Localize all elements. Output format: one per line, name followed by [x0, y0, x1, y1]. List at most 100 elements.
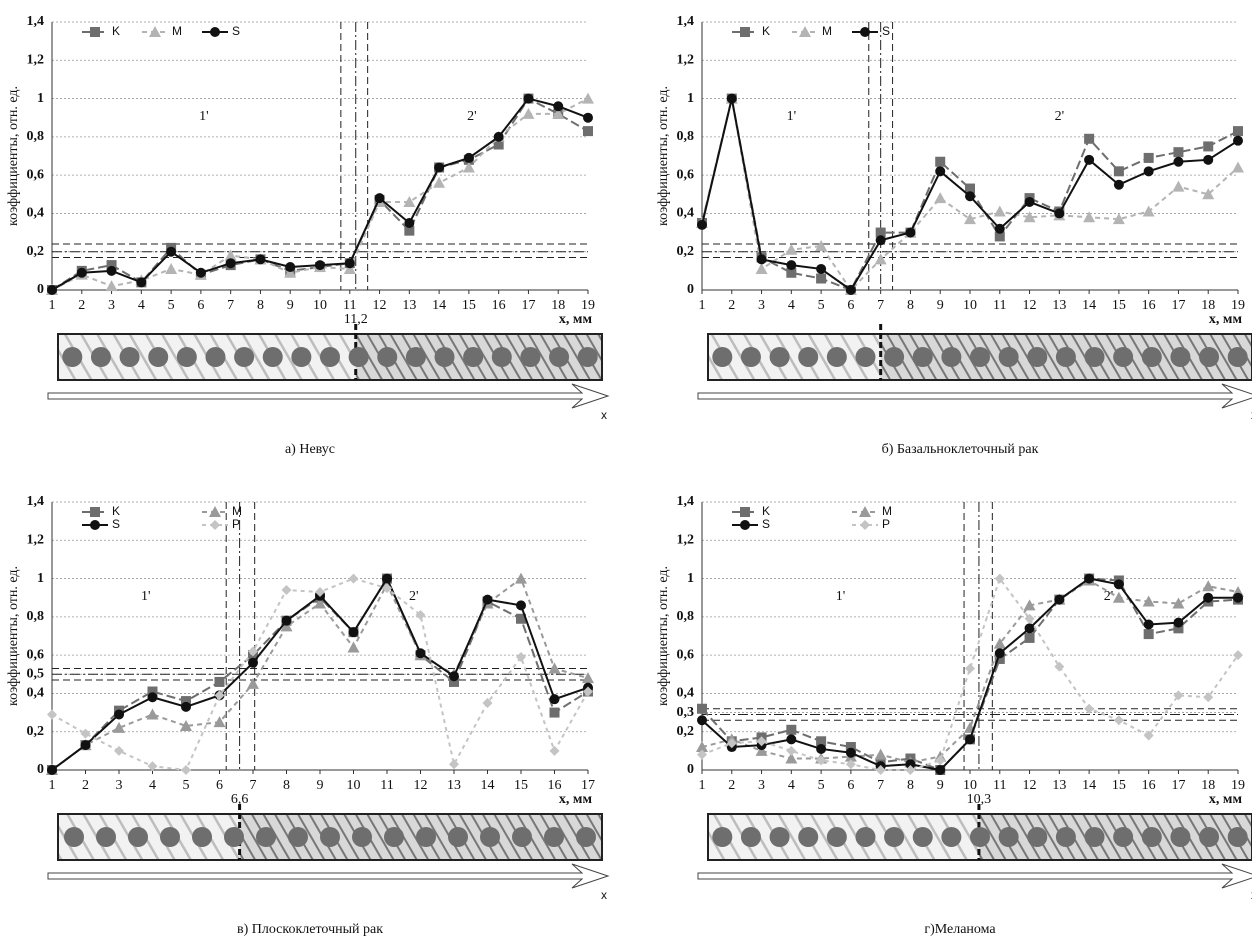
y-tick-label: 1,4 — [27, 494, 45, 509]
marker — [1112, 213, 1125, 225]
marker — [964, 213, 976, 225]
cell — [577, 347, 598, 367]
marker — [315, 586, 325, 597]
marker — [247, 677, 259, 689]
marker — [816, 743, 827, 754]
marker — [549, 707, 560, 718]
marker — [935, 156, 946, 167]
cell — [1055, 347, 1076, 367]
cell — [1027, 347, 1048, 367]
x-tick-label: 12 — [1023, 298, 1037, 313]
cell — [1141, 347, 1162, 367]
y-axis-label: коэффициенты, отн. ед. — [656, 566, 671, 706]
marker — [90, 507, 100, 517]
marker — [859, 506, 871, 517]
y-axis-label: коэффициенты, отн. ед. — [6, 86, 21, 226]
y-tick-label: 1,2 — [27, 533, 45, 548]
cell — [1084, 347, 1105, 367]
marker — [80, 740, 91, 751]
x-tick-label: 18 — [551, 298, 565, 313]
cell — [348, 347, 369, 367]
marker — [374, 193, 385, 204]
y-tick-label: 0,4 — [27, 686, 45, 701]
x-tick-label: 13 — [402, 298, 416, 313]
marker — [1113, 579, 1124, 590]
marker — [1023, 599, 1036, 611]
cell — [192, 827, 212, 847]
y-tick-label: 1,2 — [677, 53, 695, 68]
y-tick-label: 1 — [37, 571, 44, 586]
x-tick-label: 16 — [1142, 298, 1156, 313]
cell — [448, 827, 468, 847]
cell — [1199, 827, 1220, 847]
cell — [463, 347, 484, 367]
cell — [1113, 827, 1134, 847]
cell — [855, 347, 876, 367]
marker — [434, 162, 445, 173]
marker — [874, 748, 887, 760]
marker — [1054, 208, 1065, 219]
cell — [320, 347, 340, 367]
marker — [348, 627, 359, 638]
x-tick-label: 14 — [481, 778, 495, 793]
cell — [855, 827, 876, 847]
marker — [965, 191, 975, 202]
marker — [149, 26, 161, 37]
marker — [994, 223, 1005, 234]
region-label: 1' — [787, 109, 797, 124]
marker — [935, 166, 946, 177]
marker — [214, 676, 225, 687]
x-tick-label: 10 — [313, 298, 327, 313]
marker — [965, 663, 975, 674]
x-tick-label: 14 — [1082, 298, 1096, 313]
x-tick-label: 6 — [847, 298, 854, 313]
marker — [106, 260, 117, 271]
cell — [90, 347, 111, 367]
y-tick-label: 1 — [687, 571, 694, 586]
x-tick-label: 6 — [216, 778, 223, 793]
x-tick-label: 2 — [728, 778, 735, 793]
cell — [320, 827, 340, 847]
marker — [404, 218, 415, 228]
legend-label: K — [762, 504, 770, 518]
marker — [1024, 632, 1035, 643]
x-tick-label: 3 — [758, 778, 765, 793]
y-tick-label: 1,2 — [677, 533, 695, 548]
cell — [998, 347, 1019, 367]
x-tick-label: 17 — [1171, 778, 1185, 793]
marker — [785, 752, 798, 764]
x-tick-label: 16 — [548, 778, 562, 793]
marker — [210, 520, 220, 530]
cell — [826, 347, 847, 367]
x-axis-label: x, мм — [559, 792, 593, 807]
region-label: 1' — [141, 589, 151, 604]
cell — [291, 347, 312, 367]
cell — [740, 347, 761, 367]
legend-label: S — [112, 517, 120, 531]
cell — [769, 347, 790, 367]
y-tick-label: 0,4 — [677, 686, 695, 701]
caption: а) Невус — [285, 442, 335, 457]
cell — [224, 827, 244, 847]
legend-label: S — [762, 517, 770, 531]
marker — [166, 246, 177, 257]
marker — [522, 107, 535, 119]
x-tick-label: 7 — [250, 778, 257, 793]
marker — [1143, 619, 1154, 630]
marker — [315, 260, 325, 271]
marker — [493, 131, 504, 142]
marker — [347, 641, 360, 653]
cell — [912, 347, 933, 367]
marker — [382, 583, 392, 594]
marker — [1233, 135, 1243, 146]
marker — [583, 126, 593, 137]
marker — [786, 267, 797, 278]
marker — [786, 260, 797, 271]
boundary-label: 11,2 — [344, 312, 368, 327]
marker — [281, 615, 292, 626]
marker — [756, 736, 767, 747]
marker — [1173, 156, 1184, 167]
x-tick-label: 9 — [287, 298, 294, 313]
marker — [552, 107, 565, 119]
marker — [449, 676, 459, 687]
